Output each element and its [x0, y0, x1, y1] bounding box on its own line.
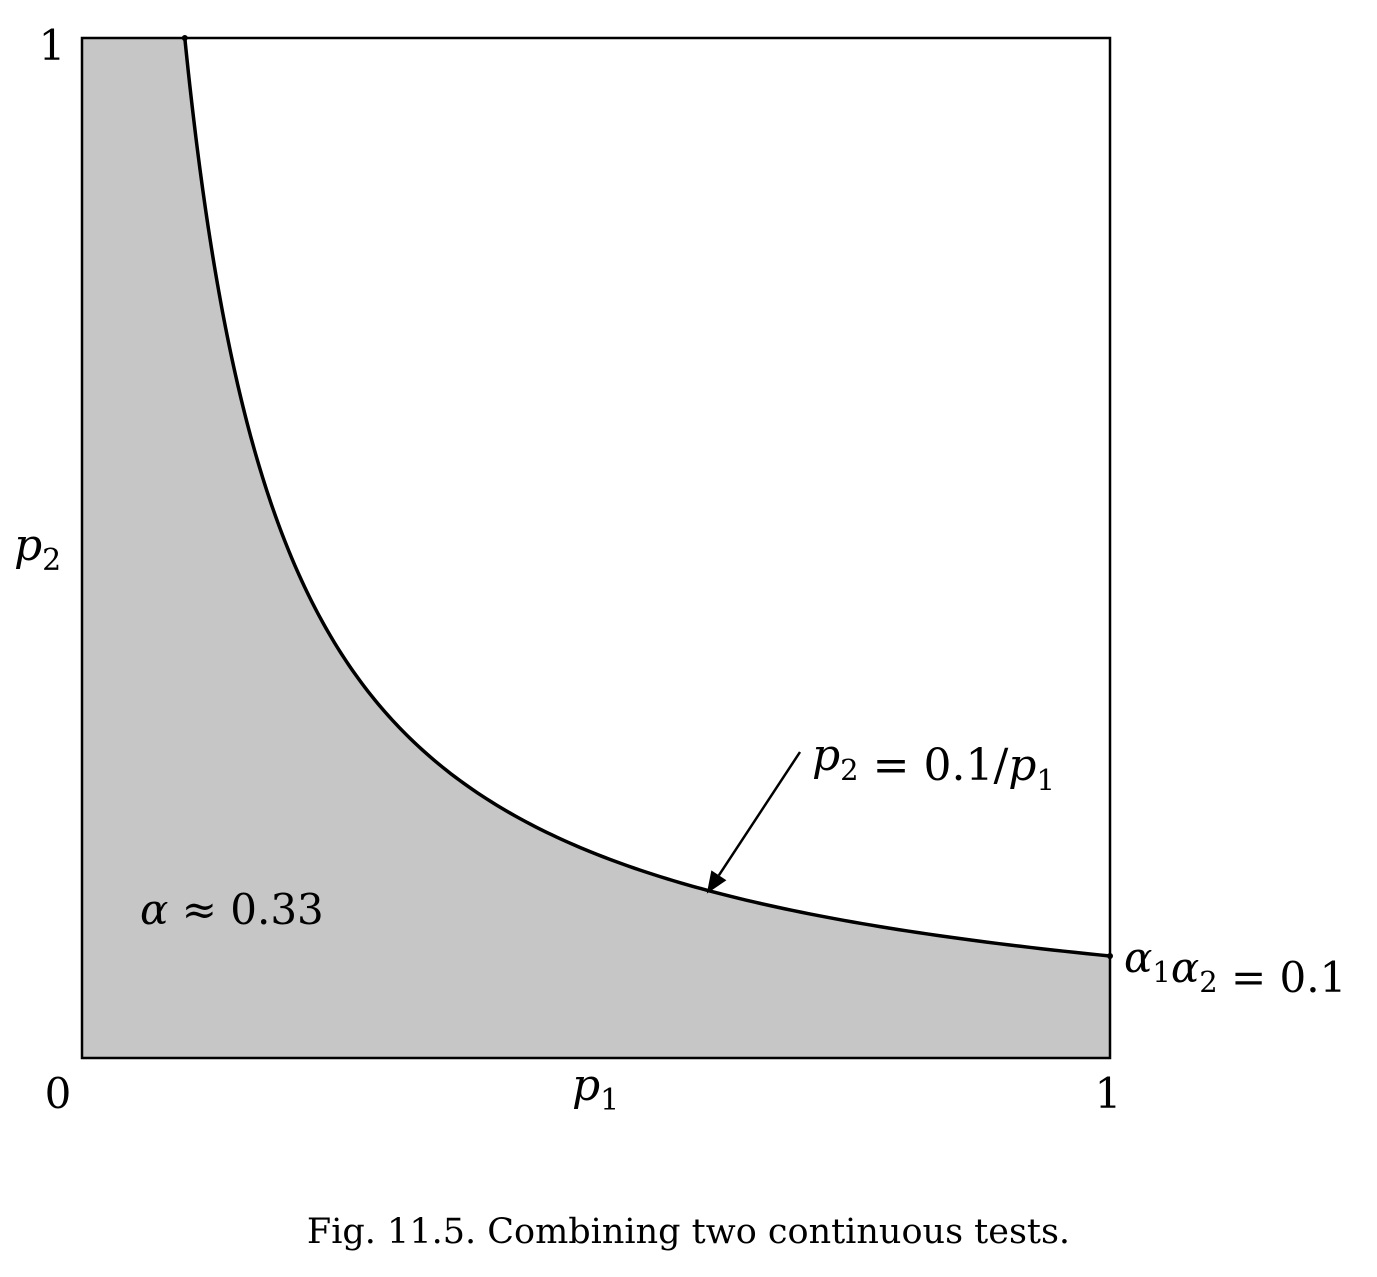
y-tick-label-1: 1 — [39, 21, 66, 70]
shaded-region — [82, 38, 1110, 1058]
annotation-arrow-head — [706, 870, 727, 894]
curve-start-point — [181, 35, 188, 41]
curve-label: p2 = 0.1/p1 — [812, 730, 1055, 797]
annotation-arrow-line — [717, 751, 802, 876]
figure-caption: Fig. 11.5. Combining two continuous test… — [306, 1212, 1071, 1252]
curve-end-point — [1107, 953, 1113, 959]
endpoint-label: α1α2 = 0.1 — [1124, 933, 1346, 1002]
alpha-label: α ≈ 0.33 — [140, 885, 324, 934]
curve-p2-equals-0.1-over-p1 — [183, 37, 1111, 958]
x-axis-label: p1 — [572, 1060, 619, 1118]
plot-frame — [80, 36, 1112, 1060]
y-axis-label: p2 — [14, 520, 61, 578]
x-tick-label-1: 1 — [1095, 1069, 1122, 1118]
x-tick-label-0: 0 — [45, 1069, 72, 1118]
